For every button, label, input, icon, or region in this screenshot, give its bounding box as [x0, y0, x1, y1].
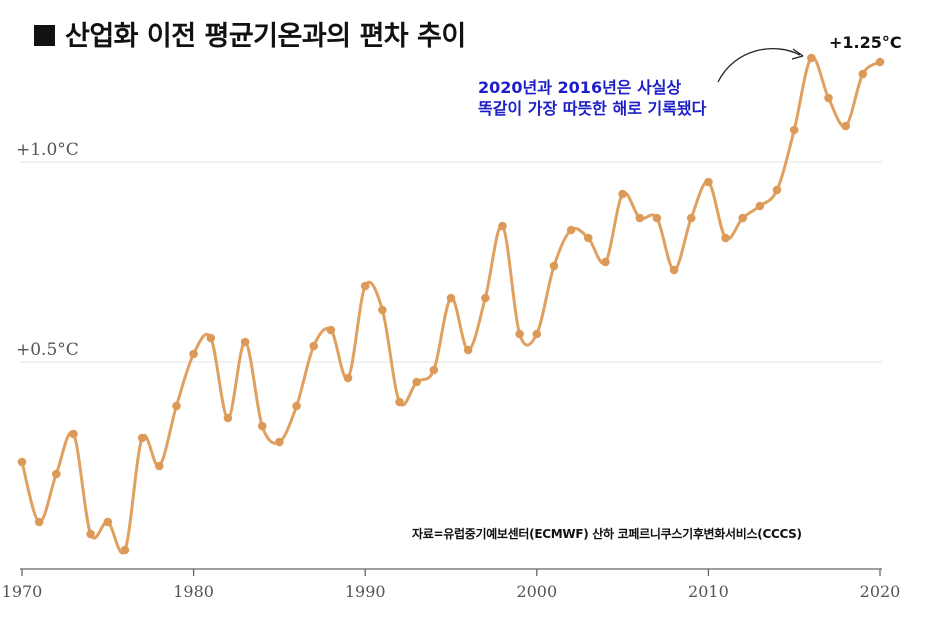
data-point-2006 — [635, 213, 645, 223]
source-note: 자료=유럽중기예보센터(ECMWF) 산하 코페르니쿠스기후변화서비스(CCCS… — [412, 527, 802, 541]
data-point-1994 — [429, 365, 439, 375]
x-tick-label: 1980 — [173, 582, 214, 601]
data-point-1983 — [240, 337, 250, 347]
data-point-1987 — [309, 341, 319, 351]
data-point-1980 — [189, 349, 198, 359]
data-point-1984 — [257, 421, 267, 431]
x-tick-label: 2010 — [688, 582, 729, 601]
y-tick-labels: +0.5°C +1.0°C — [16, 140, 79, 360]
data-point-1993 — [412, 377, 421, 387]
y-tick-label: +0.5°C — [16, 340, 79, 360]
data-point-1991 — [378, 305, 387, 315]
x-tick-label: 2000 — [516, 582, 557, 601]
series-line — [20, 56, 882, 555]
data-point-2012 — [738, 213, 748, 223]
callout-annotation: 2020년과 2016년은 사실상 똑같이 가장 따뜻한 해로 기록됐다 — [478, 77, 706, 119]
data-point-1998 — [498, 221, 507, 231]
data-point-2004 — [601, 257, 610, 267]
data-point-2010 — [704, 177, 713, 187]
data-point-1976 — [120, 545, 130, 555]
data-point-2017 — [824, 93, 833, 103]
data-point-1973 — [69, 429, 78, 439]
data-point-2002 — [566, 225, 576, 235]
data-point-2015 — [789, 125, 799, 135]
x-tick-label: 1990 — [345, 582, 386, 601]
data-point-2003 — [583, 233, 593, 243]
y-tick-label: +1.0°C — [16, 140, 79, 160]
callout-arrowhead — [791, 48, 804, 60]
data-point-2001 — [549, 261, 559, 271]
data-point-2011 — [721, 233, 730, 243]
data-point-2000 — [532, 329, 542, 339]
callout-line-1: 2020년과 2016년은 사실상 — [478, 78, 682, 97]
x-axis — [20, 568, 882, 576]
data-point-1972 — [52, 469, 61, 479]
data-point-2009 — [686, 213, 696, 223]
data-point-2007 — [652, 213, 662, 223]
callout-arrow-icon — [717, 48, 801, 83]
chart-title-text: 산업화 이전 평균기온과의 편차 추이 — [65, 21, 466, 52]
data-point-2020 — [875, 57, 885, 67]
data-point-1986 — [292, 401, 301, 411]
data-point-2005 — [618, 189, 627, 199]
callout-line-2: 똑같이 가장 따뜻한 해로 기록됐다 — [478, 99, 707, 118]
x-tick-labels: 1970 1980 1990 2000 2010 2020 — [2, 582, 901, 601]
data-point-1989 — [343, 373, 353, 383]
x-tick-label: 1970 — [2, 582, 43, 601]
chart-title: 산업화 이전 평균기온과의 편차 추이 — [34, 14, 466, 53]
data-point-2019 — [858, 69, 868, 79]
peak-value-label: +1.25°C — [829, 33, 902, 52]
data-point-1990 — [360, 281, 370, 291]
title-square-icon — [34, 25, 55, 46]
data-point-1997 — [481, 293, 490, 303]
data-point-1974 — [86, 529, 95, 539]
data-point-1979 — [172, 401, 181, 411]
data-point-1971 — [34, 517, 44, 527]
data-point-1985 — [275, 437, 284, 447]
data-point-2016 — [807, 53, 816, 63]
data-point-1988 — [326, 325, 336, 335]
data-point-2014 — [772, 185, 782, 195]
data-point-1995 — [446, 293, 456, 303]
data-points — [17, 53, 885, 555]
data-point-1970 — [17, 457, 27, 467]
data-point-1977 — [137, 433, 147, 443]
data-point-1982 — [223, 413, 233, 423]
data-point-2008 — [669, 265, 679, 275]
data-point-1996 — [463, 345, 473, 355]
data-point-1999 — [515, 329, 524, 339]
data-point-1978 — [154, 461, 164, 471]
data-point-1981 — [206, 333, 216, 343]
data-point-1975 — [103, 517, 113, 527]
data-point-1992 — [395, 397, 404, 407]
x-tick-label: 2020 — [860, 582, 901, 601]
gridlines — [20, 161, 882, 363]
data-point-2018 — [841, 121, 850, 131]
data-point-2013 — [755, 201, 765, 211]
